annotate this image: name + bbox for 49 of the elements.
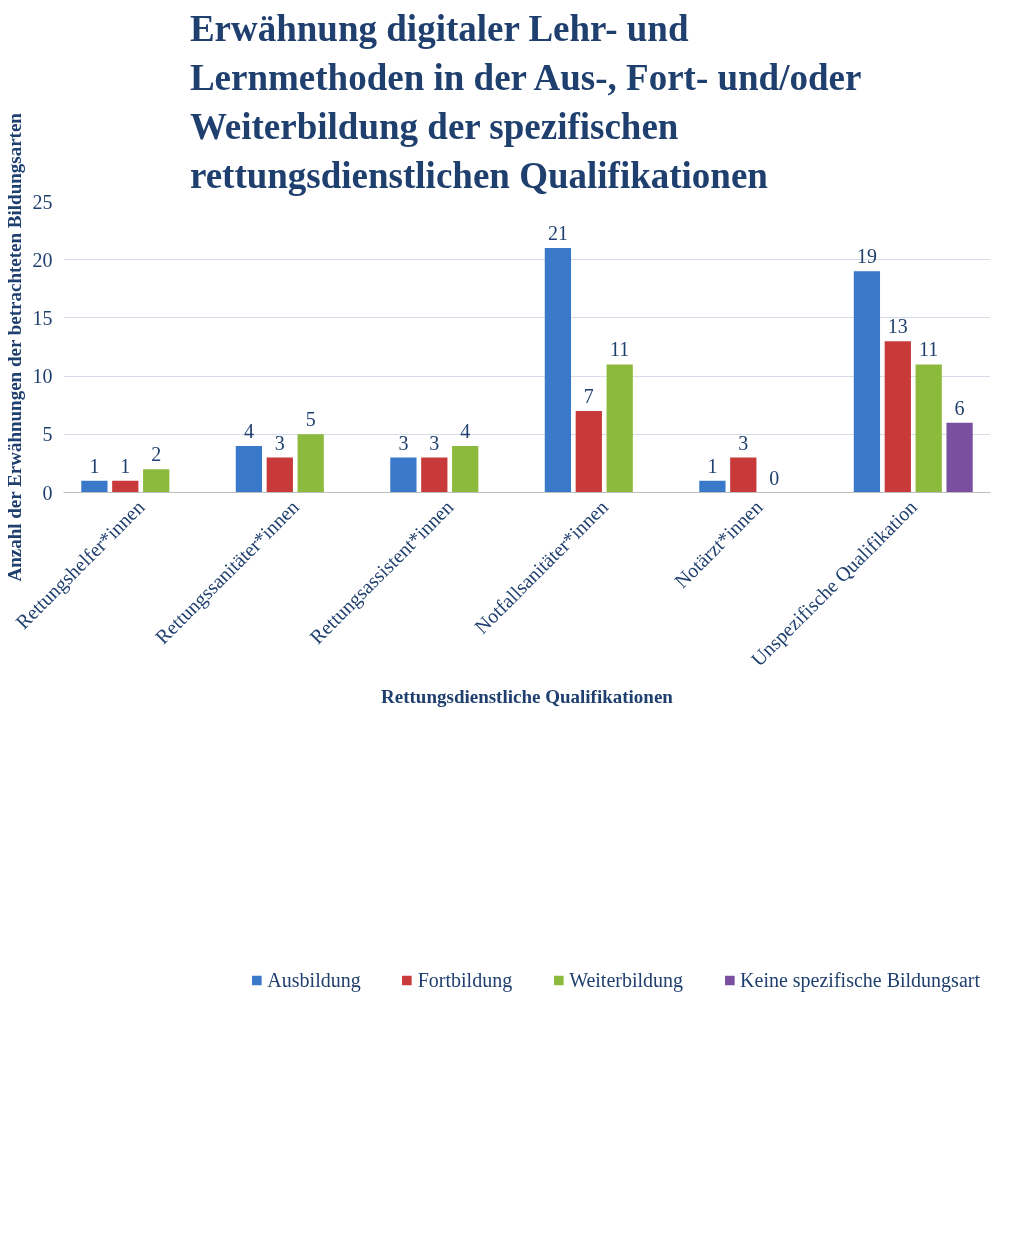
bar (452, 445, 479, 493)
y-tick-label: 0 (42, 481, 53, 504)
data-label: 6 (954, 396, 965, 419)
legend-label: Weiterbildung (569, 968, 684, 992)
data-label: 4 (460, 419, 471, 442)
data-label: 3 (738, 431, 749, 454)
data-label: 4 (243, 419, 254, 442)
data-label: 1 (120, 454, 131, 477)
legend-label: Fortbildung (417, 968, 513, 992)
x-axis-title: Rettungsdienstliche Qualifikationen (381, 686, 674, 708)
data-label: 1 (707, 454, 718, 477)
bar (884, 341, 911, 493)
bar (544, 248, 572, 493)
data-label: 13 (887, 315, 908, 338)
data-label: 3 (398, 431, 409, 454)
bar (915, 364, 942, 493)
bar (112, 480, 139, 493)
bar (575, 411, 602, 493)
y-tick-label: 15 (32, 306, 53, 329)
data-label: 21 (547, 222, 568, 245)
data-label: 5 (305, 408, 316, 431)
bar (235, 445, 263, 493)
data-label: 19 (856, 245, 877, 268)
legend-label: Ausbildung (267, 968, 361, 992)
bar (699, 480, 726, 493)
bar (606, 364, 633, 493)
bar (81, 480, 108, 493)
data-label: 0 (769, 466, 780, 489)
chart-title: Erwähnung digitaler Lehr- und Lernmethoden in der Aus-, Fort- und/oder Weiterbildung der spezifischen rettungsdienstlichen Qualifikationen (189, 7, 862, 197)
data-label: 1 (89, 454, 100, 477)
y-tick-label: 10 (32, 365, 53, 388)
bar (853, 271, 881, 493)
bar (143, 469, 170, 493)
data-label: 3 (274, 431, 285, 454)
legend-label: Keine spezifische Bildungsart (740, 968, 980, 992)
bar (390, 457, 417, 493)
bar (266, 457, 293, 493)
y-tick-label: 25 (32, 190, 53, 213)
bar (297, 434, 324, 493)
y-tick-label: 20 (32, 248, 53, 271)
bar (421, 457, 448, 493)
bar (730, 457, 757, 493)
data-label: 11 (919, 338, 939, 361)
data-label: 3 (429, 431, 440, 454)
bar (946, 422, 973, 493)
data-label: 2 (151, 443, 162, 466)
y-tick-label: 5 (42, 423, 53, 446)
data-label: 11 (610, 338, 630, 361)
data-label: 7 (583, 385, 594, 408)
